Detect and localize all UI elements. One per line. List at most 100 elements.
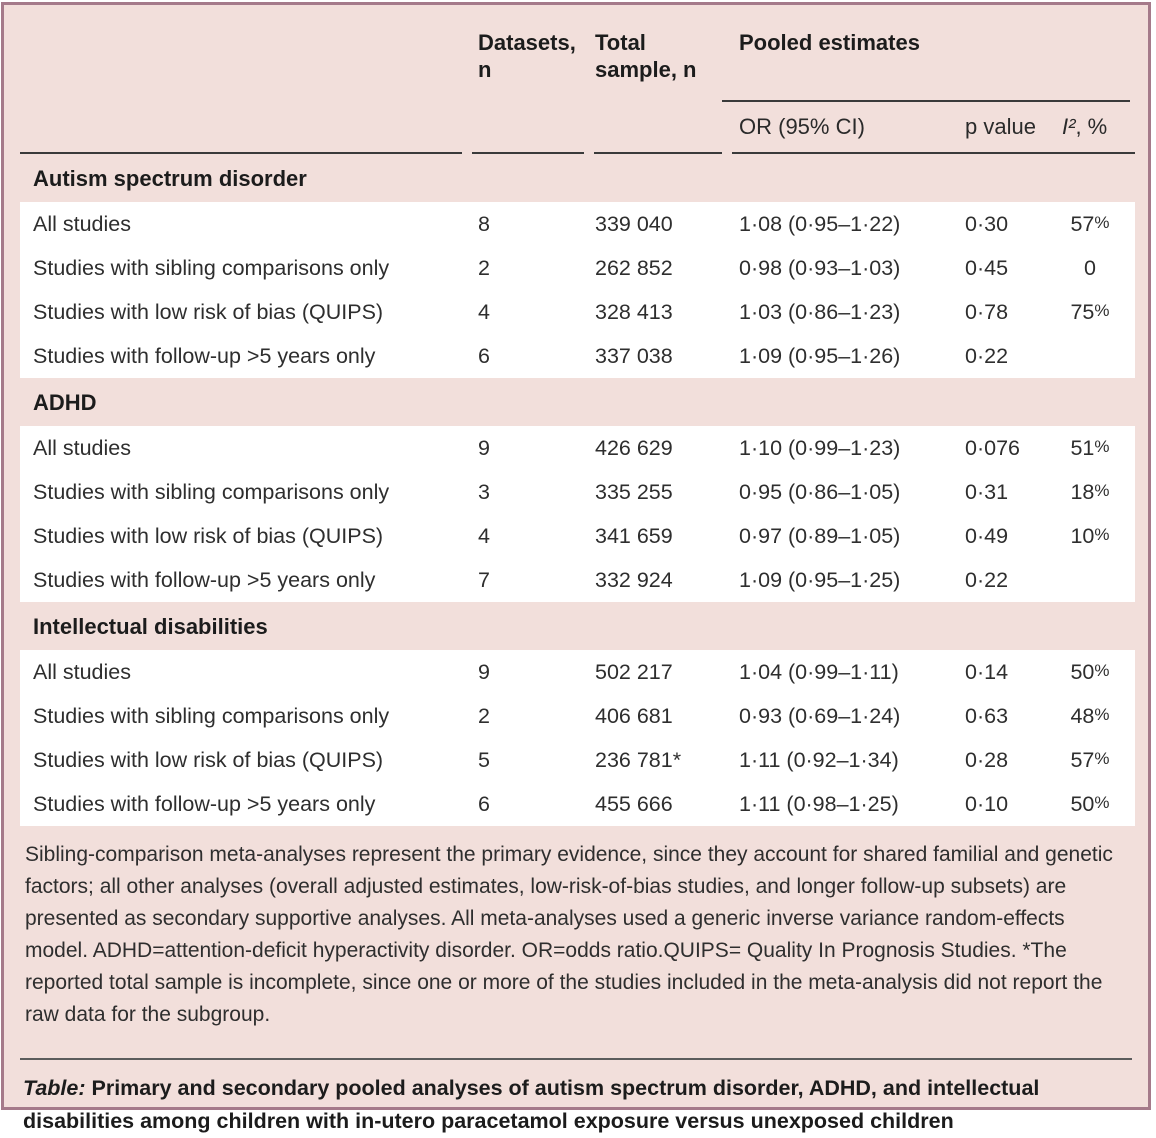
row-label: Studies with follow-up >5 years only bbox=[33, 343, 376, 368]
section-title-adhd: ADHD bbox=[33, 390, 97, 415]
p-value: 0·45 bbox=[965, 255, 1009, 280]
p-value: 0·49 bbox=[965, 523, 1009, 548]
datasets-value: 7 bbox=[478, 567, 490, 592]
p-value: 0·22 bbox=[965, 343, 1009, 368]
caption-label: Table: bbox=[23, 1076, 86, 1100]
datasets-value: 6 bbox=[478, 791, 490, 816]
datasets-value: 5 bbox=[478, 747, 490, 772]
p-value: 0·30 bbox=[965, 211, 1009, 236]
column-header-or-ci: OR (95% CI) bbox=[739, 114, 865, 139]
percent-sign: % bbox=[1094, 212, 1110, 232]
column-header-total-sample: Total sample, n bbox=[595, 30, 697, 82]
row-label: Studies with follow-up >5 years only bbox=[33, 567, 376, 592]
i-squared-value: 18% bbox=[1054, 480, 1126, 505]
p-value: 0·10 bbox=[965, 791, 1009, 816]
percent-sign: % bbox=[1094, 660, 1110, 680]
row-label: Studies with low risk of bias (QUIPS) bbox=[33, 299, 384, 324]
i-squared-number: 57 bbox=[1070, 747, 1095, 772]
percent-sign: % bbox=[1094, 792, 1110, 812]
i-squared-value: 10% bbox=[1054, 524, 1126, 549]
i-squared-value: 48% bbox=[1054, 704, 1126, 729]
table-row: Studies with low risk of bias (QUIPS) 4 … bbox=[20, 290, 1135, 334]
percent-sign: % bbox=[1094, 480, 1110, 500]
or-ci-value: 1·09 (0·95–1·26) bbox=[739, 343, 901, 368]
table-row: All studies 9 502 217 1·04 (0·99–1·11) 0… bbox=[20, 650, 1135, 694]
table-row: All studies 9 426 629 1·10 (0·99–1·23) 0… bbox=[20, 426, 1135, 470]
i-squared-value: 51% bbox=[1054, 436, 1126, 461]
section-rows-autism: All studies 8 339 040 1·08 (0·95–1·22) 0… bbox=[20, 202, 1135, 378]
p-value: 0·14 bbox=[965, 659, 1009, 684]
table-row: Studies with follow-up >5 years only 6 3… bbox=[20, 334, 1135, 378]
total-sample-value: 332 924 bbox=[595, 567, 673, 592]
datasets-value: 2 bbox=[478, 255, 490, 280]
total-sample-value: 328 413 bbox=[595, 299, 673, 324]
i-squared-number: 50 bbox=[1070, 791, 1095, 816]
i-squared-value: 50% bbox=[1054, 660, 1126, 685]
total-sample-value: 337 038 bbox=[595, 343, 673, 368]
total-sample-value: 406 681 bbox=[595, 703, 673, 728]
column-header-datasets: Datasets, n bbox=[478, 30, 576, 82]
datasets-value: 4 bbox=[478, 299, 490, 324]
total-sample-value: 335 255 bbox=[595, 479, 673, 504]
i-squared-value: 50% bbox=[1054, 792, 1126, 817]
section-rows-adhd: All studies 9 426 629 1·10 (0·99–1·23) 0… bbox=[20, 426, 1135, 602]
or-ci-value: 1·08 (0·95–1·22) bbox=[739, 211, 901, 236]
table-row: Studies with sibling comparisons only 2 … bbox=[20, 246, 1135, 290]
row-label: Studies with follow-up >5 years only bbox=[33, 791, 376, 816]
datasets-value: 3 bbox=[478, 479, 490, 504]
header-rule-segment bbox=[732, 152, 1135, 154]
i-squared-value: 0 bbox=[1054, 256, 1126, 281]
total-sample-value: 262 852 bbox=[595, 255, 673, 280]
row-label: Studies with sibling comparisons only bbox=[33, 479, 390, 504]
table-row: Studies with sibling comparisons only 3 … bbox=[20, 470, 1135, 514]
table-row: All studies 8 339 040 1·08 (0·95–1·22) 0… bbox=[20, 202, 1135, 246]
table-subheader-row: OR (95% CI) p value I², % bbox=[20, 102, 1135, 152]
column-header-p-value: p value bbox=[965, 114, 1036, 139]
total-sample-value: 502 217 bbox=[595, 659, 673, 684]
p-value: 0·78 bbox=[965, 299, 1009, 324]
total-sample-value: 455 666 bbox=[595, 791, 673, 816]
i-squared-value: 75% bbox=[1054, 300, 1126, 325]
p-value: 0·22 bbox=[965, 567, 1009, 592]
i-squared-number: 57 bbox=[1070, 211, 1095, 236]
total-sample-value: 236 781* bbox=[595, 747, 682, 772]
row-label: All studies bbox=[33, 435, 131, 460]
row-label: Studies with sibling comparisons only bbox=[33, 255, 390, 280]
row-label: Studies with low risk of bias (QUIPS) bbox=[33, 747, 384, 772]
header-rule-segment bbox=[594, 152, 722, 154]
i-squared-number: 51 bbox=[1070, 435, 1095, 460]
or-ci-value: 1·11 (0·98–1·25) bbox=[739, 791, 899, 816]
row-label: Studies with sibling comparisons only bbox=[33, 703, 390, 728]
i-squared-value: 57% bbox=[1054, 212, 1126, 237]
datasets-value: 2 bbox=[478, 703, 490, 728]
header-rule-segment bbox=[20, 152, 462, 154]
i-squared-number: 50 bbox=[1070, 659, 1095, 684]
percent-sign: % bbox=[1094, 748, 1110, 768]
table-row: Studies with low risk of bias (QUIPS) 5 … bbox=[20, 738, 1135, 782]
caption-divider bbox=[20, 1058, 1132, 1060]
or-ci-value: 0·93 (0·69–1·24) bbox=[739, 703, 901, 728]
table-row: Studies with follow-up >5 years only 6 4… bbox=[20, 782, 1135, 826]
percent-sign: % bbox=[1094, 704, 1110, 724]
row-label: All studies bbox=[33, 211, 131, 236]
p-value: 0·31 bbox=[965, 479, 1009, 504]
header-rule-segment bbox=[472, 152, 584, 154]
p-value: 0·28 bbox=[965, 747, 1009, 772]
or-ci-value: 1·04 (0·99–1·11) bbox=[739, 659, 899, 684]
header-rule bbox=[20, 152, 1135, 154]
datasets-value: 9 bbox=[478, 659, 490, 684]
or-ci-value: 1·09 (0·95–1·25) bbox=[739, 567, 901, 592]
or-ci-value: 0·98 (0·93–1·03) bbox=[739, 255, 901, 280]
section-title-intellectual-disabilities: Intellectual disabilities bbox=[33, 614, 268, 639]
or-ci-value: 0·97 (0·89–1·05) bbox=[739, 523, 901, 548]
percent-sign: % bbox=[1094, 300, 1110, 320]
datasets-value: 8 bbox=[478, 211, 490, 236]
i-squared-suffix: , % bbox=[1075, 114, 1108, 139]
table-row: Studies with follow-up >5 years only 7 3… bbox=[20, 558, 1135, 602]
row-label: All studies bbox=[33, 659, 131, 684]
column-header-i-squared: I², % bbox=[1054, 114, 1135, 140]
datasets-value: 9 bbox=[478, 435, 490, 460]
percent-sign: % bbox=[1094, 436, 1110, 456]
percent-sign: % bbox=[1094, 524, 1110, 544]
